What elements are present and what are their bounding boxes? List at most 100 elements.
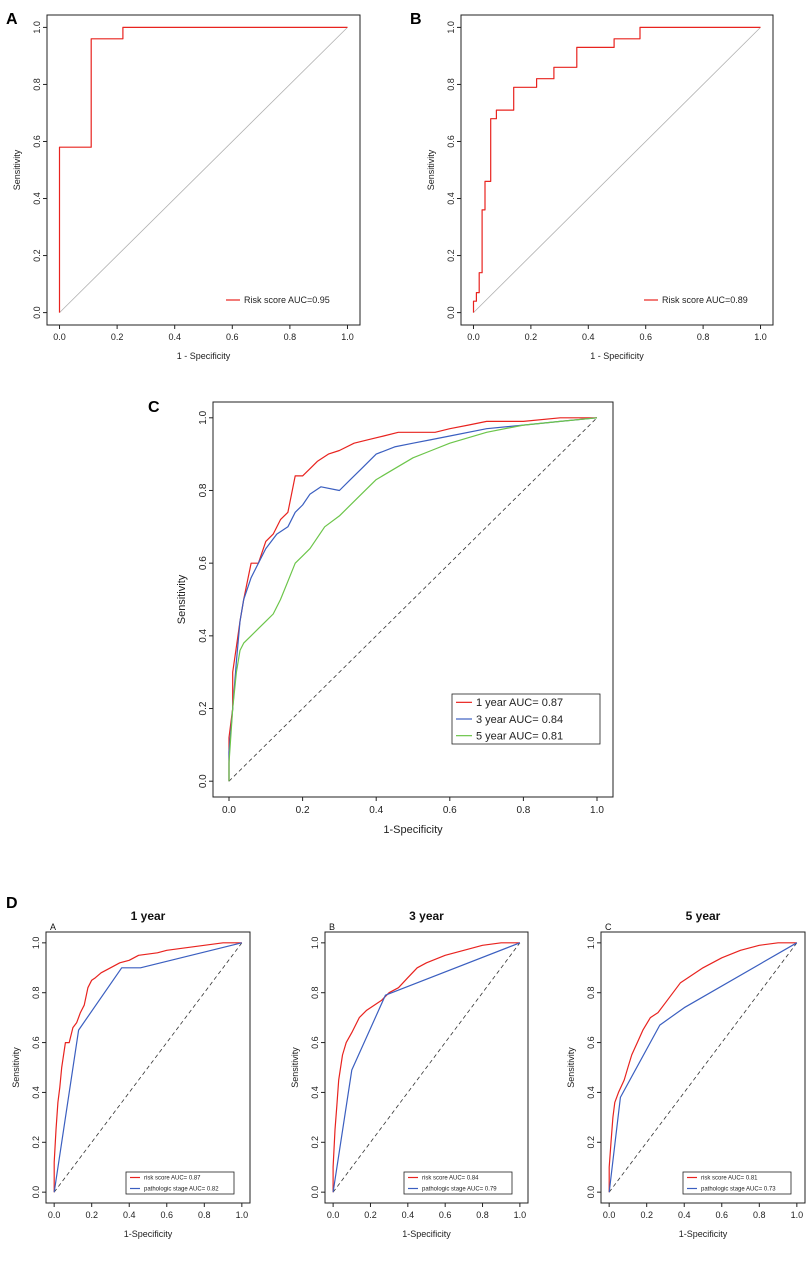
sub-panel-letter-d1: A xyxy=(50,922,56,932)
x-tick-label-c: 0.2 xyxy=(296,805,310,816)
roc-curve-d1-1 xyxy=(53,942,242,1193)
y-tick-label-c: 0.2 xyxy=(198,701,209,715)
x-tick-label-d1: 0.6 xyxy=(161,1210,174,1220)
y-tick-label-a: 0.2 xyxy=(32,249,42,262)
roc-curve-d3-1 xyxy=(608,942,797,1193)
legend-label-d1-1: risk score AUC= 0.87 xyxy=(144,1176,201,1182)
y-tick-label-d1: 0.2 xyxy=(31,1136,41,1149)
legend-box-c xyxy=(451,693,601,745)
x-tick-label-a: 0.8 xyxy=(284,332,297,342)
panel-letter-a: A xyxy=(6,11,18,28)
chart-title-d3: 5 year xyxy=(686,909,721,923)
y-tick-label-d2: 0.2 xyxy=(310,1136,320,1149)
legend-label-d1-2: pathologic stage AUC= 0.82 xyxy=(144,1187,219,1193)
legend-label-b-1: Risk score AUC=0.89 xyxy=(662,295,748,305)
y-tick-label-d3: 0.4 xyxy=(586,1086,596,1099)
sub-panel-letter-d2: B xyxy=(329,922,335,932)
roc-curve-d1-2 xyxy=(53,942,242,1193)
panel-letter-b: B xyxy=(410,11,422,28)
x-tick-label-d1: 1.0 xyxy=(236,1210,249,1220)
x-tick-label-b: 0.8 xyxy=(697,332,710,342)
y-tick-label-a: 0.8 xyxy=(32,78,42,91)
reference-diagonal-d1 xyxy=(53,942,243,1193)
x-tick-label-d1: 0.8 xyxy=(198,1210,211,1220)
legend-label-c-2: 3 year AUC= 0.84 xyxy=(476,714,563,726)
y-tick-label-b: 0.4 xyxy=(446,192,456,205)
x-axis-label-b: 1 - Specificity xyxy=(590,351,644,361)
y-tick-label-c: 0.6 xyxy=(198,556,209,570)
roc-curve-d2-2 xyxy=(332,942,521,1193)
y-axis-label-b: Sensitivity xyxy=(426,149,436,190)
y-tick-label-d2: 1.0 xyxy=(310,937,320,950)
x-tick-label-d3: 0.8 xyxy=(753,1210,766,1220)
x-tick-label-d2: 0.6 xyxy=(439,1210,452,1220)
legend-label-d3-2: pathologic stage AUC= 0.73 xyxy=(701,1187,776,1193)
chart-d1: 0.0 0.2 0.4 0.6 0.8 1.0 0.0 0.2 0.4 0.6 0.8 1.0 1-Sp… xyxy=(11,909,251,1239)
x-axis-label-d3: 1-Specificity xyxy=(679,1229,728,1239)
legend-label-c-1: 1 year AUC= 0.87 xyxy=(476,697,563,709)
chart-d2: 0.0 0.2 0.4 0.6 0.8 1.0 0.0 0.2 0.4 0.6 0.8 1.0 1-Sp… xyxy=(290,909,529,1239)
y-axis-label-a: Sensitivity xyxy=(12,149,22,190)
x-tick-label-d3: 1.0 xyxy=(791,1210,804,1220)
y-tick-label-c: 0.4 xyxy=(198,628,209,642)
x-tick-label-c: 0.0 xyxy=(222,805,236,816)
y-axis-label-c: Sensitivity xyxy=(176,574,188,624)
roc-curve-c-2 xyxy=(228,417,598,782)
legend-box-d2 xyxy=(403,1171,513,1195)
x-tick-label-b: 0.4 xyxy=(582,332,595,342)
y-tick-label-a: 0.6 xyxy=(32,135,42,148)
x-tick-label-d3: 0.4 xyxy=(678,1210,691,1220)
x-tick-label-c: 0.4 xyxy=(369,805,383,816)
y-tick-label-d1: 0.8 xyxy=(31,986,41,999)
panel-letter-d: D xyxy=(6,895,18,912)
y-tick-label-c: 0.0 xyxy=(198,774,209,788)
x-tick-label-b: 0.2 xyxy=(525,332,538,342)
roc-curve-b-1 xyxy=(472,26,761,313)
x-tick-label-a: 1.0 xyxy=(341,332,354,342)
x-tick-label-a: 0.6 xyxy=(226,332,239,342)
roc-curve-a-1 xyxy=(58,26,348,313)
x-tick-label-c: 1.0 xyxy=(590,805,604,816)
x-tick-label-a: 0.2 xyxy=(111,332,124,342)
reference-diagonal-a xyxy=(59,27,348,313)
y-tick-label-d3: 0.0 xyxy=(586,1186,596,1199)
x-tick-label-b: 1.0 xyxy=(754,332,767,342)
y-tick-label-d1: 0.4 xyxy=(31,1086,41,1099)
x-tick-label-d2: 0.4 xyxy=(402,1210,415,1220)
x-axis-label-a: 1 - Specificity xyxy=(177,351,231,361)
x-tick-label-d3: 0.0 xyxy=(603,1210,616,1220)
plot-frame-a xyxy=(46,14,361,326)
chart-d3: 0.0 0.2 0.4 0.6 0.8 1.0 0.0 0.2 0.4 0.6 0.8 1.0 1-Sp… xyxy=(566,909,806,1239)
y-tick-label-a: 0.0 xyxy=(32,306,42,319)
x-tick-label-a: 0.0 xyxy=(53,332,66,342)
x-tick-label-d1: 0.0 xyxy=(48,1210,61,1220)
legend-label-a-1: Risk score AUC=0.95 xyxy=(244,295,330,305)
y-tick-label-d3: 0.6 xyxy=(586,1036,596,1049)
y-axis-label-d1: Sensitivity xyxy=(11,1047,21,1088)
x-tick-label-d2: 0.2 xyxy=(364,1210,377,1220)
x-axis-label-d1: 1-Specificity xyxy=(124,1229,173,1239)
chart-c: 0.0 0.2 0.4 0.6 0.8 1.0 0.0 0.2 0.4 0.6 0.8 1.0 1-Sp… xyxy=(176,401,614,836)
y-tick-label-d3: 0.8 xyxy=(586,986,596,999)
y-tick-label-b: 0.0 xyxy=(446,306,456,319)
y-tick-label-a: 1.0 xyxy=(32,21,42,34)
y-tick-label-d3: 0.2 xyxy=(586,1136,596,1149)
y-tick-label-b: 0.6 xyxy=(446,135,456,148)
y-tick-label-b: 1.0 xyxy=(446,21,456,34)
x-tick-label-d2: 1.0 xyxy=(514,1210,527,1220)
y-tick-label-d1: 0.0 xyxy=(31,1186,41,1199)
x-tick-label-c: 0.6 xyxy=(443,805,457,816)
x-tick-label-d1: 0.4 xyxy=(123,1210,136,1220)
reference-diagonal-d2 xyxy=(332,942,521,1193)
reference-diagonal-d3 xyxy=(608,942,798,1193)
x-tick-label-d2: 0.8 xyxy=(476,1210,489,1220)
y-tick-label-a: 0.4 xyxy=(32,192,42,205)
plot-frame-d2 xyxy=(324,931,529,1204)
x-tick-label-d2: 0.0 xyxy=(327,1210,340,1220)
y-tick-label-d2: 0.4 xyxy=(310,1086,320,1099)
y-tick-label-d1: 1.0 xyxy=(31,937,41,950)
legend-label-d3-1: risk score AUC= 0.81 xyxy=(701,1176,758,1182)
x-tick-label-d1: 0.2 xyxy=(85,1210,98,1220)
plot-frame-c xyxy=(212,401,614,798)
